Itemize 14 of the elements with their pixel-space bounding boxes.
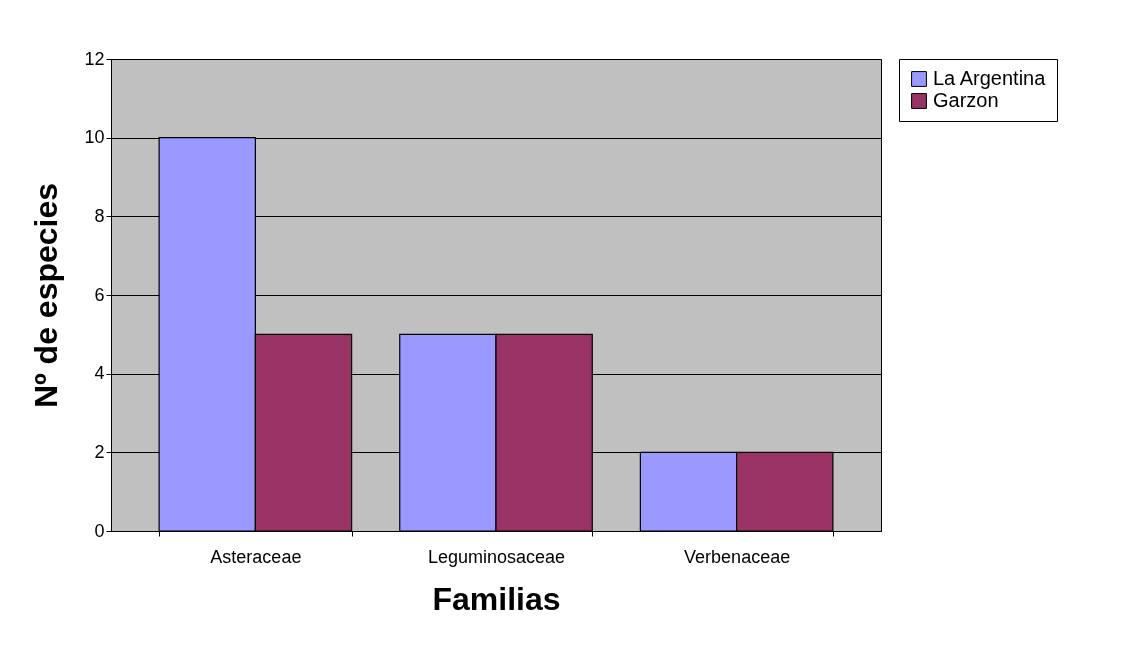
legend-label: Garzon [933,89,999,111]
x-tick-label: Asteraceae [210,546,302,567]
legend-label: La Argentina [933,67,1047,89]
y-axis-title: Nº de especies [28,182,65,409]
y-tick-label: 10 [84,127,105,148]
x-axis-title: Familias [432,580,561,617]
y-tick-label: 0 [94,520,105,541]
y-tick-label: 4 [94,363,105,384]
y-tick-label: 2 [94,441,105,462]
x-tick-label: Leguminosaceae [427,546,566,567]
y-tick-label: 6 [94,284,105,305]
x-tick-label: Verbenaceae [684,546,791,567]
y-tick-label: 12 [84,48,105,69]
y-tick-label: 8 [94,205,105,226]
